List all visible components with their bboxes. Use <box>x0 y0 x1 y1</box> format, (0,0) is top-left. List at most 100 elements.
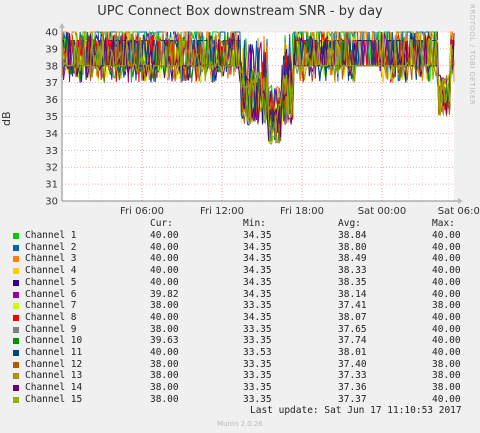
legend-max-value: 38.00 <box>432 300 461 312</box>
header-avg: Avg: <box>338 218 361 229</box>
legend-channel-name: Channel 10 <box>25 335 83 347</box>
last-update-text: Last update: Sat Jun 17 11:10:53 2017 <box>250 405 462 416</box>
legend-row: Channel 14 38.00 33.35 37.36 38.00 <box>0 382 480 394</box>
legend-min-value: 33.35 <box>243 335 272 347</box>
munin-version: Munin 2.0.26 <box>217 420 263 428</box>
legend-channel-name: Channel 3 <box>25 253 77 265</box>
y-tick-label: 32 <box>45 163 58 174</box>
legend-max-value: 38.00 <box>432 358 461 370</box>
legend-channel-name: Channel 2 <box>25 241 77 253</box>
legend-color-swatch <box>13 361 19 368</box>
legend-avg-value: 37.36 <box>338 382 367 394</box>
y-tick-label: 37 <box>45 78 58 89</box>
legend-max-value: 40.00 <box>432 241 461 253</box>
legend-cur-value: 38.00 <box>150 393 179 405</box>
header-max: Max: <box>432 218 455 229</box>
legend-color-swatch <box>13 396 19 403</box>
y-tick-label: 39 <box>45 44 58 55</box>
x-tick-label: Fri 18:00 <box>280 206 324 217</box>
legend-row: Channel 6 39.82 34.35 38.14 40.00 <box>0 289 480 301</box>
legend-row: Channel 8 40.00 34.35 38.07 40.00 <box>0 312 480 324</box>
legend-channel-name: Channel 11 <box>25 347 83 358</box>
legend-channel-name: Channel 1 <box>25 230 77 241</box>
legend-max-value: 38.00 <box>432 382 461 394</box>
legend-cur-value: 38.00 <box>150 358 179 370</box>
legend-channel-name: Channel 5 <box>25 276 77 288</box>
legend-max-value: 40.00 <box>432 265 461 277</box>
legend-max-value: 40.00 <box>432 393 461 405</box>
legend-avg-value: 37.40 <box>338 358 367 370</box>
legend-avg-value: 38.84 <box>338 230 367 241</box>
legend-cur-value: 39.63 <box>150 335 179 347</box>
legend-color-swatch <box>13 244 19 251</box>
legend-color-swatch <box>13 314 19 321</box>
legend-max-value: 40.00 <box>432 276 461 288</box>
legend-row: Channel 2 40.00 34.35 38.80 40.00 <box>0 242 480 254</box>
legend-min-value: 33.35 <box>243 323 272 335</box>
header-cur: Cur: <box>150 218 173 229</box>
rrdtool-watermark: RRDTOOL / TOBI OETIKER <box>468 4 476 106</box>
legend-avg-value: 38.07 <box>338 311 367 323</box>
legend-min-value: 34.35 <box>243 230 272 241</box>
x-tick-label: Fri 06:00 <box>120 206 164 217</box>
chart-title: UPC Connect Box downstream SNR - by day <box>97 4 383 19</box>
legend-channel-name: Channel 14 <box>25 382 83 394</box>
legend-cur-value: 38.00 <box>150 370 179 382</box>
legend-color-swatch <box>13 279 19 286</box>
legend-min-value: 34.35 <box>243 241 272 253</box>
y-axis-arrow <box>59 23 65 28</box>
legend-color-swatch <box>13 385 19 392</box>
legend-cur-value: 40.00 <box>150 311 179 323</box>
legend-avg-value: 38.49 <box>338 253 367 265</box>
legend-avg-value: 38.14 <box>338 288 367 300</box>
snr-line-chart: 30 31 32 33 34 35 36 37 38 39 40 Fri 06:00 Fri 12:00… <box>45 23 480 217</box>
legend-avg-value: 37.65 <box>338 323 367 335</box>
legend-min-value: 34.35 <box>243 311 272 323</box>
legend-avg-value: 38.80 <box>338 241 367 253</box>
legend-row: Channel 12 38.00 33.35 37.40 38.00 <box>0 359 480 371</box>
legend-cur-value: 40.00 <box>150 276 179 288</box>
legend-max-value: 40.00 <box>432 230 461 241</box>
legend-max-value: 40.00 <box>432 288 461 300</box>
legend-max-value: 40.00 <box>432 323 461 335</box>
legend-cur-value: 40.00 <box>150 230 179 241</box>
legend-avg-value: 37.74 <box>338 335 367 347</box>
legend-min-value: 33.35 <box>243 300 272 312</box>
y-tick-label: 36 <box>45 95 58 106</box>
legend-channel-name: Channel 15 <box>25 393 83 405</box>
legend-cur-value: 38.00 <box>150 300 179 312</box>
legend-color-swatch <box>13 350 19 356</box>
y-tick-label: 31 <box>45 180 58 191</box>
legend-channel-name: Channel 4 <box>25 265 77 277</box>
legend-min-value: 33.35 <box>243 382 272 394</box>
x-tick-label: Sat 06:00 <box>438 206 480 217</box>
legend-channel-name: Channel 9 <box>25 323 77 335</box>
legend-max-value: 40.00 <box>432 311 461 323</box>
legend-channel-name: Channel 12 <box>25 358 83 370</box>
legend-color-swatch <box>13 233 19 239</box>
x-tick-label: Fri 12:00 <box>200 206 244 217</box>
legend-color-swatch <box>13 338 19 345</box>
legend-row: Channel 5 40.00 34.35 38.35 40.00 <box>0 277 480 289</box>
legend-max-value: 40.00 <box>432 253 461 265</box>
x-tick-label: Sat 00:00 <box>358 206 406 217</box>
legend-row: Channel 11 40.00 33.53 38.01 40.00 <box>0 347 480 359</box>
header-min: Min: <box>243 218 266 229</box>
legend-min-value: 34.35 <box>243 265 272 277</box>
legend-header: Cur: Min: Avg: Max: <box>0 218 480 230</box>
legend-avg-value: 38.01 <box>338 347 367 358</box>
legend-color-swatch <box>13 256 19 263</box>
legend-color-swatch <box>13 326 19 333</box>
y-tick-label: 33 <box>45 146 58 157</box>
legend-color-swatch <box>13 303 19 310</box>
y-tick-label: 38 <box>45 61 58 72</box>
legend-min-value: 34.35 <box>243 288 272 300</box>
legend-min-value: 34.35 <box>243 276 272 288</box>
y-tick-label: 30 <box>45 197 58 208</box>
legend-row: Channel 10 39.63 33.35 37.74 40.00 <box>0 335 480 347</box>
legend-cur-value: 38.00 <box>150 323 179 335</box>
legend-max-value: 40.00 <box>432 347 461 358</box>
legend-channel-name: Channel 6 <box>25 288 77 300</box>
legend-avg-value: 38.35 <box>338 276 367 288</box>
y-tick-label: 35 <box>45 112 58 123</box>
